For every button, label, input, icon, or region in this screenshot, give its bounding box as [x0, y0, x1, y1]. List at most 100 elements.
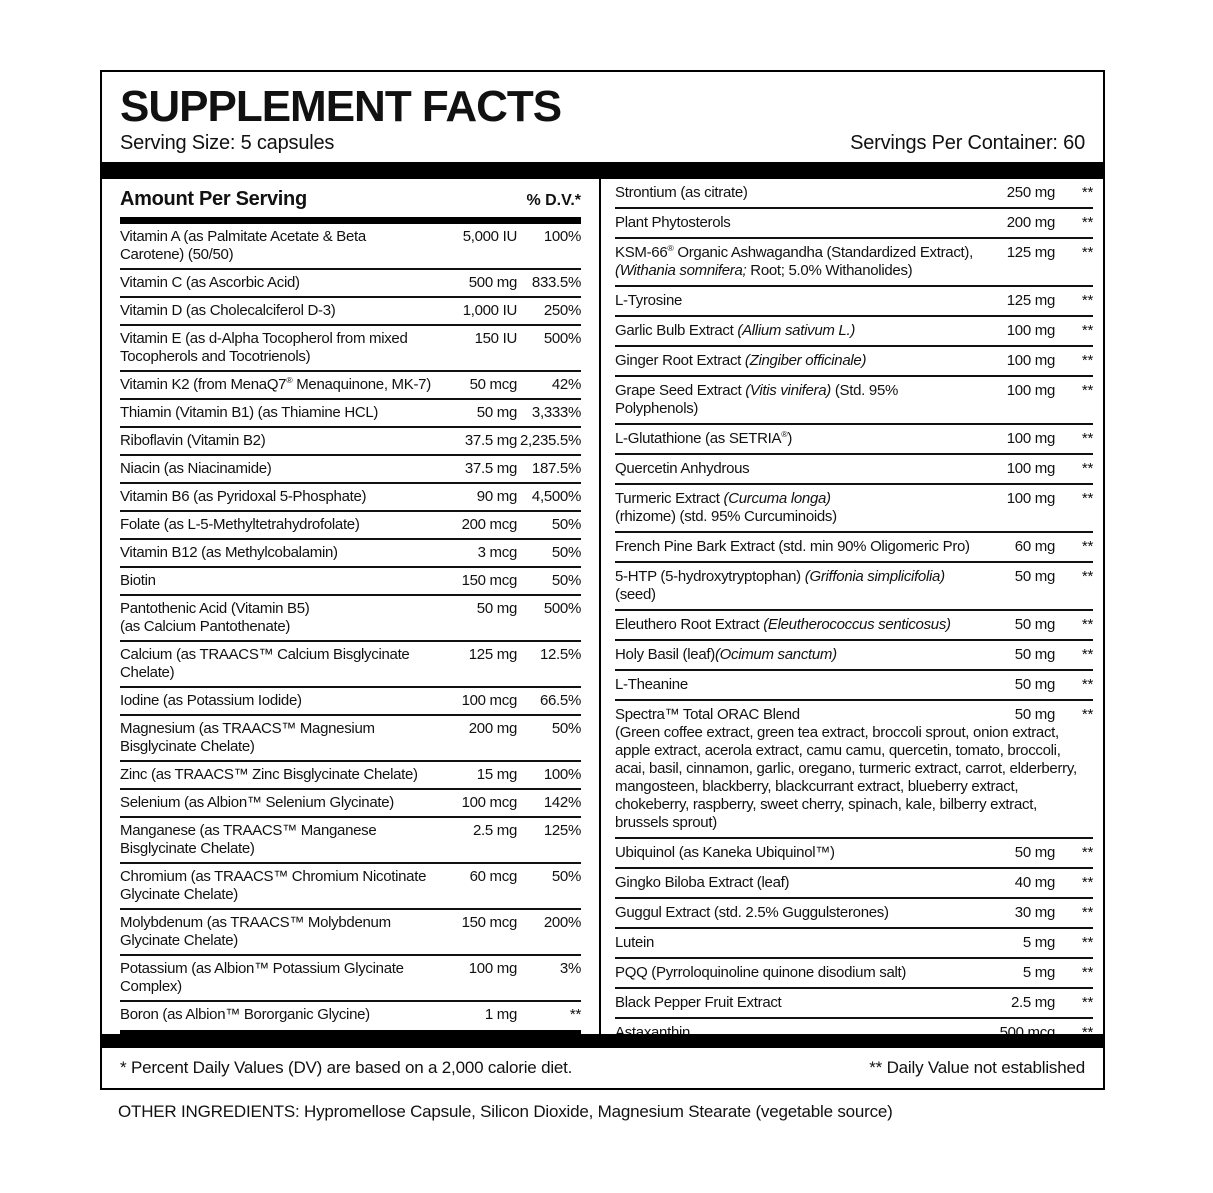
- ingredient-name: Ginger Root Extract (Zingiber officinale…: [615, 352, 867, 369]
- other-ingredients: OTHER INGREDIENTS: Hypromellose Capsule,…: [118, 1102, 893, 1121]
- ingredient-amount: 50 mg: [1014, 706, 1056, 723]
- ingredient-name: Vitamin B12 (as Methylcobalamin): [120, 544, 338, 561]
- ingredient-name: Riboflavin (Vitamin B2): [120, 432, 266, 449]
- ingredient-dv: **: [1081, 616, 1093, 633]
- ingredient-amount: 125 mg: [1006, 292, 1056, 309]
- ingredient-amount: 50 mcg: [469, 376, 518, 393]
- ingredient-dv: **: [569, 1006, 581, 1023]
- ingredient-amount: 90 mg: [476, 488, 518, 505]
- ingredient-amount: 100 mg: [1006, 430, 1056, 447]
- left-ingredient-rows: Vitamin A (as Palmitate Acetate & Beta C…: [120, 224, 581, 1028]
- ingredient-amount: 50 mg: [476, 600, 518, 617]
- ingredient-name: Manganese (as TRAACS™ Manganese Bisglyci…: [120, 822, 377, 857]
- ingredient-name: Biotin: [120, 572, 156, 589]
- ingredient-row: Calcium (as TRAACS™ Calcium Bisglycinate…: [120, 642, 581, 688]
- ingredient-dv: **: [1081, 490, 1093, 507]
- ingredient-name: Pantothenic Acid (Vitamin B5): [120, 600, 310, 617]
- ingredient-subtext: (rhizome) (std. 95% Curcuminoids): [615, 508, 837, 525]
- ingredient-amount: 250 mg: [1006, 184, 1056, 201]
- ingredient-amount: 5 mg: [1022, 934, 1055, 951]
- amount-per-serving-label: Amount Per Serving: [120, 188, 307, 210]
- complex-divider-bar: [120, 1030, 581, 1034]
- ingredient-dv: 50%: [551, 544, 581, 561]
- ingredient-amount: 50 mg: [1014, 616, 1056, 633]
- ingredient-row: Gingko Biloba Extract (leaf) 40 mg **: [615, 869, 1093, 899]
- ingredient-name: Lutein: [615, 934, 655, 951]
- ingredient-amount: 40 mg: [1014, 874, 1056, 891]
- ingredient-name: Vitamin B6 (as Pyridoxal 5-Phosphate): [120, 488, 367, 505]
- ingredient-row: Spectra™ Total ORAC Blend 50 mg ** (Green c…: [615, 701, 1093, 839]
- ingredient-dv: **: [1081, 676, 1093, 693]
- ingredient-dv: **: [1081, 460, 1093, 477]
- ingredient-name: 5-HTP (5-hydroxytryptophan) (Griffonia s…: [615, 568, 945, 603]
- ingredient-row: Zinc (as TRAACS™ Zinc Bisglycinate Chela…: [120, 762, 581, 790]
- ingredient-dv: **: [1081, 244, 1093, 261]
- serving-row: Serving Size: 5 capsules Servings Per Co…: [120, 132, 1085, 155]
- ingredient-row: Ubiquinol (as Kaneka Ubiquinol™) 50 mg **: [615, 839, 1093, 869]
- ingredient-amount: 3 mcg: [477, 544, 518, 561]
- ingredient-row: Pantothenic Acid (Vitamin B5) 50 mg 500% (a…: [120, 596, 581, 642]
- ingredient-dv: **: [1081, 964, 1093, 981]
- bottom-divider-bar: [102, 1034, 1103, 1048]
- ingredient-name: Iodine (as Potassium Iodide): [120, 692, 302, 709]
- ingredient-dv: 50%: [551, 572, 581, 589]
- ingredient-row: Ginger Root Extract (Zingiber officinale…: [615, 347, 1093, 377]
- ingredient-amount: 125 mg: [468, 646, 518, 663]
- ingredient-amount: 2.5 mg: [472, 822, 517, 839]
- ingredient-dv: **: [1081, 184, 1093, 201]
- ingredient-dv: 50%: [551, 720, 581, 737]
- ingredient-row: L-Glutathione (as SETRIA®) 100 mg **: [615, 425, 1093, 455]
- ingredient-row: KSM-66® Organic Ashwagandha (Standardize…: [615, 239, 1093, 287]
- ingredient-amount: 37.5 mg: [464, 460, 517, 477]
- ingredient-dv: 833.5%: [531, 274, 581, 291]
- ingredient-amount: 15 mg: [476, 766, 518, 783]
- ingredient-amount: 1,000 IU: [462, 302, 518, 319]
- ingredient-dv: 42%: [551, 376, 581, 393]
- ingredient-dv: 2,235.5%: [520, 432, 581, 449]
- ingredient-dv: **: [1081, 904, 1093, 921]
- ingredient-name: Vitamin A (as Palmitate Acetate & Beta C…: [120, 228, 366, 263]
- ingredient-name: L-Glutathione (as SETRIA®): [615, 429, 793, 447]
- facts-columns: Amount Per Serving % D.V.* Vitamin A (as…: [102, 179, 1103, 1034]
- ingredient-name: Astaxanthin: [615, 1024, 691, 1034]
- ingredient-row: Vitamin D (as Cholecalciferol D-3) 1,000 …: [120, 298, 581, 326]
- ingredient-row: Turmeric Extract (Curcuma longa) 100 mg **…: [615, 485, 1093, 533]
- servings-per-container: Servings Per Container: 60: [850, 132, 1085, 154]
- left-column-header: Amount Per Serving % D.V.*: [120, 179, 581, 217]
- ingredient-name: Chromium (as TRAACS™ Chromium Nicotinate…: [120, 868, 427, 903]
- ingredient-row: Biotin 150 mcg 50%: [120, 568, 581, 596]
- ingredient-name: Turmeric Extract (Curcuma longa): [615, 490, 831, 507]
- ingredient-name: Strontium (as citrate): [615, 184, 748, 201]
- ingredient-dv: 500%: [543, 600, 581, 617]
- ingredient-dv: 66.5%: [539, 692, 581, 709]
- top-divider-bar: [102, 162, 1103, 179]
- ingredient-dv: 250%: [543, 302, 581, 319]
- ingredient-dv: 187.5%: [531, 460, 581, 477]
- ingredient-name: L-Theanine: [615, 676, 688, 693]
- ingredient-amount: 100 mcg: [461, 692, 518, 709]
- ingredient-name: Niacin (as Niacinamide): [120, 460, 272, 477]
- ingredient-subtext: (Withania somnifera; Root; 5.0% Withanol…: [615, 262, 913, 279]
- ingredient-row: PQQ (Pyrroloquinoline quinone disodium s…: [615, 959, 1093, 989]
- ingredient-dv: 200%: [543, 914, 581, 931]
- ingredient-name: Selenium (as Albion™ Selenium Glycinate): [120, 794, 394, 811]
- ingredient-amount: 5,000 IU: [462, 228, 518, 245]
- ingredient-dv: **: [1081, 568, 1093, 585]
- ingredient-name: Holy Basil (leaf)(Ocimum sanctum): [615, 646, 837, 663]
- ingredient-amount: 150 IU: [474, 330, 518, 347]
- ingredient-row: 5-HTP (5-hydroxytryptophan) (Griffonia s…: [615, 563, 1093, 611]
- ingredient-dv: **: [1081, 292, 1093, 309]
- ingredient-amount: 50 mg: [1014, 646, 1056, 663]
- ingredient-name: Ubiquinol (as Kaneka Ubiquinol™): [615, 844, 835, 861]
- ingredient-amount: 1 mg: [484, 1006, 517, 1023]
- ingredient-dv: **: [1081, 538, 1093, 555]
- ingredient-row: Iodine (as Potassium Iodide) 100 mcg 66.5%: [120, 688, 581, 716]
- ingredient-subtext: (Green coffee extract, green tea extract…: [615, 724, 1077, 831]
- ingredient-name: Gingko Biloba Extract (leaf): [615, 874, 790, 891]
- ingredient-row: Vitamin C (as Ascorbic Acid) 500 mg 833.5%: [120, 270, 581, 298]
- ingredient-name: French Pine Bark Extract (std. min 90% O…: [615, 538, 970, 555]
- ingredient-amount: 60 mg: [1014, 538, 1056, 555]
- ingredient-row: French Pine Bark Extract (std. min 90% O…: [615, 533, 1093, 563]
- ingredient-name: Garlic Bulb Extract (Allium sativum L.): [615, 322, 856, 339]
